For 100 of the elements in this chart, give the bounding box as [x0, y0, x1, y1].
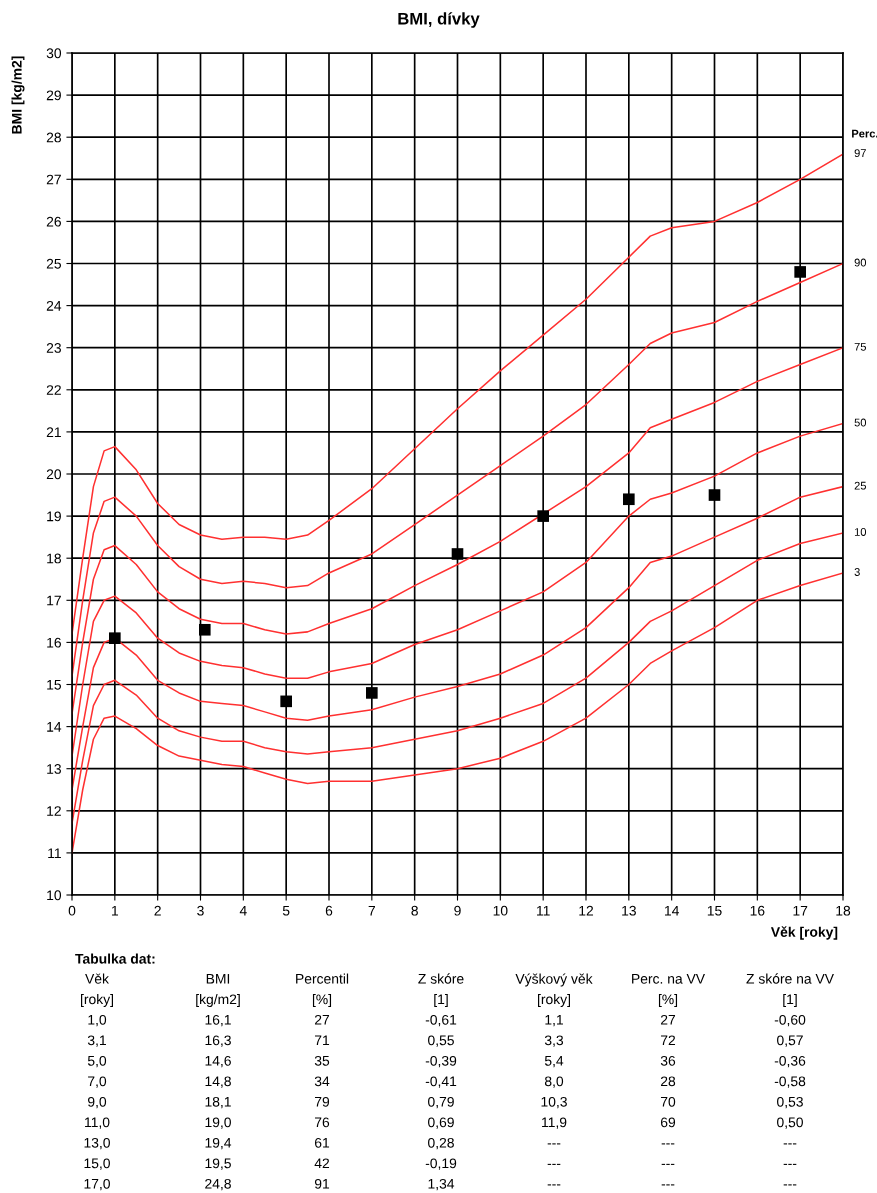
text: -0,58 — [774, 1076, 806, 1088]
text: Tabulka dat: — [75, 953, 155, 964]
text: 72 — [660, 1035, 676, 1046]
y-tick-label: 27 — [46, 174, 61, 185]
y-axis-title: BMI [kg/m2] — [11, 56, 25, 134]
text: --- — [661, 1184, 675, 1186]
text: 28 — [660, 1076, 676, 1087]
text: --- — [783, 1184, 797, 1186]
text: 1,34 — [428, 1178, 455, 1191]
text: --- — [783, 1143, 797, 1145]
x-tick-label: 14 — [665, 905, 679, 916]
series-label: 75 — [854, 342, 866, 351]
text: 91 — [314, 1178, 330, 1189]
text: 8,0 — [544, 1076, 564, 1088]
text: 14,6 — [205, 1055, 231, 1068]
text: BMI — [206, 974, 230, 984]
text: 3,3 — [544, 1035, 564, 1047]
point — [537, 510, 549, 522]
point — [623, 493, 635, 506]
text: --- — [661, 1163, 675, 1165]
x-tick-label: 13 — [622, 905, 636, 916]
series-label: 25 — [854, 481, 866, 490]
text: 0,53 — [777, 1096, 803, 1109]
y-tick-label: 29 — [46, 90, 61, 101]
text: 0,69 — [428, 1117, 454, 1129]
text: 24,8 — [205, 1178, 231, 1191]
y-tick-label: 20 — [46, 469, 62, 480]
text: 11,0 — [85, 1117, 110, 1129]
text: 14,8 — [205, 1076, 231, 1088]
y-tick-label: 17 — [47, 595, 61, 606]
text: -0,60 — [774, 1014, 806, 1027]
y-tick-label: 11 — [48, 848, 61, 858]
point — [794, 266, 806, 278]
x-tick-label: 2 — [154, 905, 161, 916]
series-label: 97 — [854, 149, 866, 158]
y-tick-label: 22 — [46, 385, 61, 395]
x-tick-label: 15 — [707, 905, 722, 916]
text: 27 — [660, 1014, 676, 1025]
text: --- — [547, 1143, 561, 1145]
text: 76 — [314, 1117, 330, 1128]
x-tick-label: 10 — [493, 905, 508, 916]
text: --- — [547, 1184, 561, 1186]
text: [1] — [434, 994, 448, 1007]
x-tick-label: 17 — [793, 905, 808, 916]
x-tick-label: 4 — [239, 905, 247, 916]
text: 0,50 — [777, 1117, 803, 1129]
text: 16,1 — [205, 1014, 231, 1027]
text: [1] — [783, 994, 797, 1007]
text: 71 — [314, 1035, 330, 1046]
x-tick-label: 1 — [112, 905, 119, 916]
x-tick-label: 7 — [368, 905, 375, 916]
text: 0,55 — [428, 1035, 454, 1047]
text: [roky] — [538, 994, 570, 1007]
text: 18,1 — [205, 1096, 231, 1109]
text: 1,1 — [545, 1015, 563, 1027]
y-tick-label: 24 — [46, 300, 62, 311]
point — [198, 623, 211, 636]
y-tick-label: 19 — [47, 511, 61, 522]
x-tick-label: 9 — [454, 905, 461, 916]
y-tick-label: 12 — [47, 806, 61, 816]
x-tick-label: 16 — [750, 905, 765, 916]
text: 42 — [314, 1158, 330, 1169]
text: 17,0 — [84, 1178, 110, 1191]
y-tick-label: 30 — [46, 48, 62, 59]
text: 19,0 — [205, 1117, 231, 1129]
y-tick-label: 25 — [46, 258, 61, 269]
chart-title: BMI, dívky — [398, 12, 480, 28]
text: -0,61 — [425, 1014, 457, 1027]
y-tick-label: 26 — [46, 216, 61, 227]
text: Věk — [85, 973, 109, 984]
x-tick-label: 8 — [411, 905, 418, 916]
text: -0,41 — [425, 1076, 457, 1088]
series-label: 10 — [854, 528, 867, 536]
text: [%] — [312, 994, 332, 1007]
x-tick-label: 3 — [197, 905, 204, 916]
text: 19,4 — [205, 1137, 232, 1150]
legend-title: Perc. — [852, 129, 877, 138]
y-tick-label: 10 — [47, 890, 62, 901]
text: 70 — [660, 1096, 676, 1107]
text: 0,57 — [777, 1035, 803, 1047]
text: 3,1 — [87, 1035, 106, 1047]
y-tick-label: 14 — [47, 722, 62, 732]
text: -0,19 — [425, 1158, 457, 1170]
y-tick-label: 23 — [46, 343, 61, 353]
text: 0,28 — [428, 1137, 454, 1150]
y-tick-label: 13 — [47, 764, 61, 774]
text: 16,3 — [205, 1035, 231, 1047]
y-tick-label: 18 — [47, 553, 61, 564]
text: --- — [661, 1143, 675, 1145]
text: 0,79 — [428, 1096, 454, 1109]
point — [451, 548, 464, 560]
text: Perc. na VV — [632, 974, 705, 984]
x-tick-label: 0 — [68, 905, 76, 916]
y-tick-label: 16 — [47, 637, 61, 648]
text: 5,0 — [87, 1055, 107, 1068]
text: 35 — [314, 1055, 330, 1066]
series-label: 50 — [854, 418, 867, 427]
text: 36 — [660, 1055, 676, 1066]
point — [366, 687, 378, 699]
text: 13,0 — [84, 1137, 110, 1150]
